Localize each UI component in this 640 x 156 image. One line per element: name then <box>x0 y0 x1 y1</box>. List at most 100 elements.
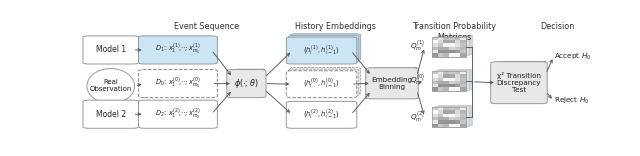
Bar <box>460 71 466 74</box>
Bar <box>438 40 444 43</box>
FancyBboxPatch shape <box>286 37 356 64</box>
Bar <box>438 47 444 50</box>
Bar <box>454 74 460 78</box>
FancyBboxPatch shape <box>365 68 419 99</box>
Bar <box>454 110 460 114</box>
Bar <box>454 88 460 91</box>
Bar <box>432 84 438 88</box>
Bar <box>435 106 469 126</box>
Bar <box>438 105 472 125</box>
Bar <box>454 78 460 81</box>
Text: Real
Observation: Real Observation <box>90 80 132 93</box>
Bar <box>449 37 454 40</box>
Bar <box>438 84 444 88</box>
FancyBboxPatch shape <box>138 36 218 64</box>
Bar <box>444 114 449 117</box>
Bar <box>460 40 466 43</box>
Bar <box>432 47 438 50</box>
Bar <box>438 35 472 54</box>
Bar <box>438 37 444 40</box>
Bar <box>432 88 438 91</box>
FancyBboxPatch shape <box>286 101 356 128</box>
Text: $(h_i^{(1)}, h_{i-1}^{(1)})$: $(h_i^{(1)}, h_{i-1}^{(1)})$ <box>303 43 340 58</box>
Bar <box>460 114 466 117</box>
Bar <box>444 84 449 88</box>
Bar <box>432 120 438 124</box>
Bar <box>438 43 444 47</box>
Polygon shape <box>412 67 417 97</box>
Text: Model 1: Model 1 <box>96 45 126 54</box>
Text: $(h_i^{(0)}, h_{i-1}^{(0)})$: $(h_i^{(0)}, h_{i-1}^{(0)})$ <box>303 77 340 91</box>
Bar <box>460 120 466 124</box>
Text: $D_0\!:\,x_1^{(0)}\!,\!\cdots\!\!,x_{m_0}^{(0)}$: $D_0\!:\,x_1^{(0)}\!,\!\cdots\!\!,x_{m_0… <box>155 76 201 91</box>
Bar <box>449 71 454 74</box>
Bar <box>449 50 454 53</box>
Bar <box>444 110 449 114</box>
Bar <box>449 107 454 110</box>
Bar <box>444 124 449 127</box>
Bar <box>438 53 444 57</box>
Polygon shape <box>497 61 546 63</box>
FancyBboxPatch shape <box>288 35 359 62</box>
Text: Reject $H_0$: Reject $H_0$ <box>554 96 589 106</box>
Bar <box>438 78 444 81</box>
Bar <box>432 110 438 114</box>
Text: Transition Probability
Matrices: Transition Probability Matrices <box>413 22 497 42</box>
Bar <box>449 88 454 91</box>
Bar <box>444 71 449 74</box>
Bar <box>454 50 460 53</box>
Bar <box>449 117 454 120</box>
Bar <box>432 50 438 53</box>
Bar <box>438 74 444 78</box>
Bar <box>449 43 454 47</box>
Text: Accept $H_0$: Accept $H_0$ <box>554 51 591 62</box>
Bar <box>460 78 466 81</box>
Text: History Embeddings: History Embeddings <box>295 22 376 31</box>
Bar <box>454 84 460 88</box>
Bar <box>438 50 444 53</box>
Bar <box>444 81 449 84</box>
FancyBboxPatch shape <box>227 70 266 98</box>
Bar <box>432 37 438 40</box>
Bar <box>460 84 466 88</box>
Bar <box>438 120 444 124</box>
Bar <box>454 40 460 43</box>
Bar <box>449 74 454 78</box>
Bar <box>454 107 460 110</box>
Bar <box>444 117 449 120</box>
FancyBboxPatch shape <box>138 100 218 128</box>
Bar <box>444 120 449 124</box>
Text: Embedding
Binning: Embedding Binning <box>371 77 413 90</box>
Bar <box>432 74 438 78</box>
Bar <box>454 37 460 40</box>
Bar <box>460 74 466 78</box>
Bar <box>449 84 454 88</box>
Bar <box>444 47 449 50</box>
Bar <box>432 78 438 81</box>
Bar <box>460 117 466 120</box>
FancyBboxPatch shape <box>288 69 359 96</box>
Bar <box>432 53 438 57</box>
Bar <box>444 40 449 43</box>
Bar <box>432 107 438 110</box>
Text: $Q_{m^*}^{(2)}$: $Q_{m^*}^{(2)}$ <box>410 109 425 124</box>
Bar <box>444 74 449 78</box>
Bar <box>460 37 466 40</box>
Text: $\phi(\cdot;\theta)$: $\phi(\cdot;\theta)$ <box>234 77 259 90</box>
Bar <box>449 47 454 50</box>
Bar <box>449 120 454 124</box>
Bar <box>432 107 466 127</box>
Bar <box>438 124 444 127</box>
Bar <box>460 53 466 57</box>
Bar <box>449 78 454 81</box>
Bar <box>444 88 449 91</box>
Bar <box>444 107 449 110</box>
Bar <box>438 114 444 117</box>
Bar <box>432 71 438 74</box>
Bar <box>432 71 466 91</box>
Bar <box>438 88 444 91</box>
Bar <box>444 43 449 47</box>
FancyBboxPatch shape <box>291 34 361 61</box>
FancyBboxPatch shape <box>286 71 356 98</box>
Bar <box>432 40 438 43</box>
